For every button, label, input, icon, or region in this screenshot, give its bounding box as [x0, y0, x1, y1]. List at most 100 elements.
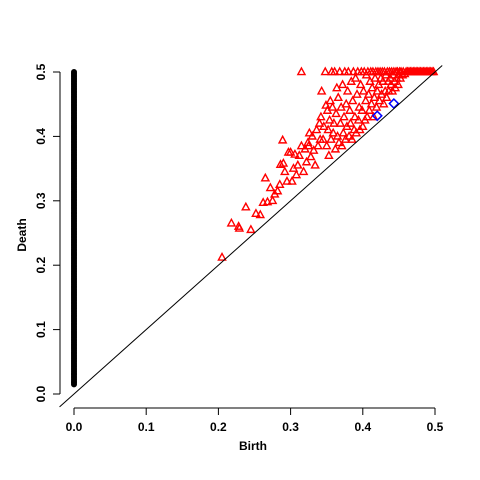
dim1-point — [342, 85, 353, 95]
dim1-point — [291, 169, 302, 179]
y-tick-label: 0.0 — [34, 385, 48, 402]
y-tick-label: 0.4 — [34, 128, 48, 145]
dim1-point — [369, 92, 380, 102]
dim1-point — [337, 140, 347, 150]
dim1-point — [316, 111, 326, 121]
dim1-point — [325, 95, 336, 105]
dim1-point — [307, 130, 318, 140]
dim1-point — [355, 79, 366, 89]
x-tick-label: 0.0 — [66, 420, 83, 434]
x-ticks: 0.0 0.1 0.2 0.3 0.4 0.5 — [66, 408, 444, 434]
diagonal-line — [59, 65, 443, 408]
dim1-point — [334, 66, 345, 76]
dim1-point — [303, 140, 314, 150]
dim2-point — [371, 110, 383, 122]
dim1-point — [255, 209, 266, 219]
dim1-point — [320, 66, 331, 76]
dim1-point — [350, 72, 361, 82]
dim1-point — [345, 118, 356, 127]
dim1-point — [306, 151, 316, 161]
dim1-point — [344, 130, 354, 140]
y-tick-label: 0.2 — [34, 257, 48, 274]
y-tick-label: 0.5 — [34, 63, 48, 80]
dim1-point — [326, 134, 336, 143]
x-tick-label: 0.5 — [427, 420, 444, 434]
y-tick-label: 0.3 — [34, 192, 48, 209]
dim1-point — [330, 143, 341, 153]
dim1-point — [313, 140, 323, 150]
dim1-point — [217, 252, 227, 261]
dim1-point — [331, 108, 341, 118]
dim1-point — [275, 159, 286, 169]
dim1-point — [393, 79, 403, 89]
dim1-point — [265, 182, 276, 192]
dim1-point — [378, 98, 389, 108]
x-tick-label: 0.2 — [210, 420, 227, 434]
dim1-point — [350, 111, 360, 121]
dim1-point — [360, 95, 371, 105]
dim1-point — [234, 223, 245, 232]
dim1-point — [358, 85, 369, 95]
dim1-point — [274, 179, 285, 189]
series-1 — [217, 66, 439, 261]
dim0-point — [71, 69, 77, 75]
dim1-point — [343, 66, 354, 76]
dim1-point — [378, 76, 388, 85]
dim1-point — [267, 195, 278, 205]
dim1-point — [319, 121, 329, 131]
dim1-point — [347, 95, 358, 105]
dim1-point — [246, 224, 256, 234]
dim1-point — [308, 145, 319, 154]
dim1-point — [318, 134, 328, 143]
dim1-point — [364, 105, 375, 114]
dim1-point — [357, 105, 367, 114]
plot-marks — [71, 66, 439, 388]
dim1-point — [353, 114, 364, 124]
dim1-point — [241, 201, 251, 211]
series-0 — [71, 69, 77, 388]
dim1-point — [341, 98, 351, 108]
dim1-point — [321, 140, 332, 150]
dim1-point — [290, 148, 300, 158]
dim1-point — [311, 124, 322, 134]
dim1-point — [287, 176, 297, 185]
dim1-point — [345, 105, 355, 114]
dim1-point — [296, 140, 307, 150]
dim1-point — [368, 111, 379, 121]
dim1-point — [347, 134, 357, 143]
dim1-point — [329, 66, 340, 76]
dim1-point — [327, 101, 338, 111]
dim1-point — [366, 98, 377, 108]
dim1-point — [352, 89, 362, 98]
dim1-point — [304, 127, 315, 137]
dim1-point — [316, 85, 327, 95]
dim1-point — [329, 118, 339, 127]
x-tick-label: 0.1 — [138, 420, 155, 434]
dim1-point — [301, 156, 312, 166]
dim1-point — [285, 147, 296, 156]
dim1-point — [303, 137, 313, 147]
dim1-point — [362, 111, 372, 121]
y-axis-label: Death — [15, 218, 29, 251]
dim1-point — [251, 208, 261, 217]
x-axis-label: Birth — [239, 439, 267, 453]
dim1-point — [294, 150, 305, 160]
dim1-point — [371, 101, 382, 111]
y-tick-label: 0.1 — [34, 321, 48, 338]
axes: 0.0 0.1 0.2 0.3 0.4 0.5 0.0 0.1 0.2 0.3 0.4 0.5 — [34, 63, 444, 434]
dim1-point — [338, 127, 349, 137]
dim1-point — [339, 111, 349, 121]
dim1-point — [277, 134, 288, 144]
dim1-point — [358, 121, 368, 131]
dim1-point — [328, 127, 338, 137]
x-tick-label: 0.3 — [282, 420, 299, 434]
x-tick-label: 0.4 — [354, 420, 371, 434]
dim1-point — [324, 150, 334, 160]
dim1-point — [372, 85, 383, 95]
dim1-point — [321, 100, 331, 109]
dim1-point — [314, 118, 325, 127]
dim1-point — [310, 159, 320, 169]
dim1-point — [278, 157, 289, 167]
dim1-point — [374, 95, 385, 105]
